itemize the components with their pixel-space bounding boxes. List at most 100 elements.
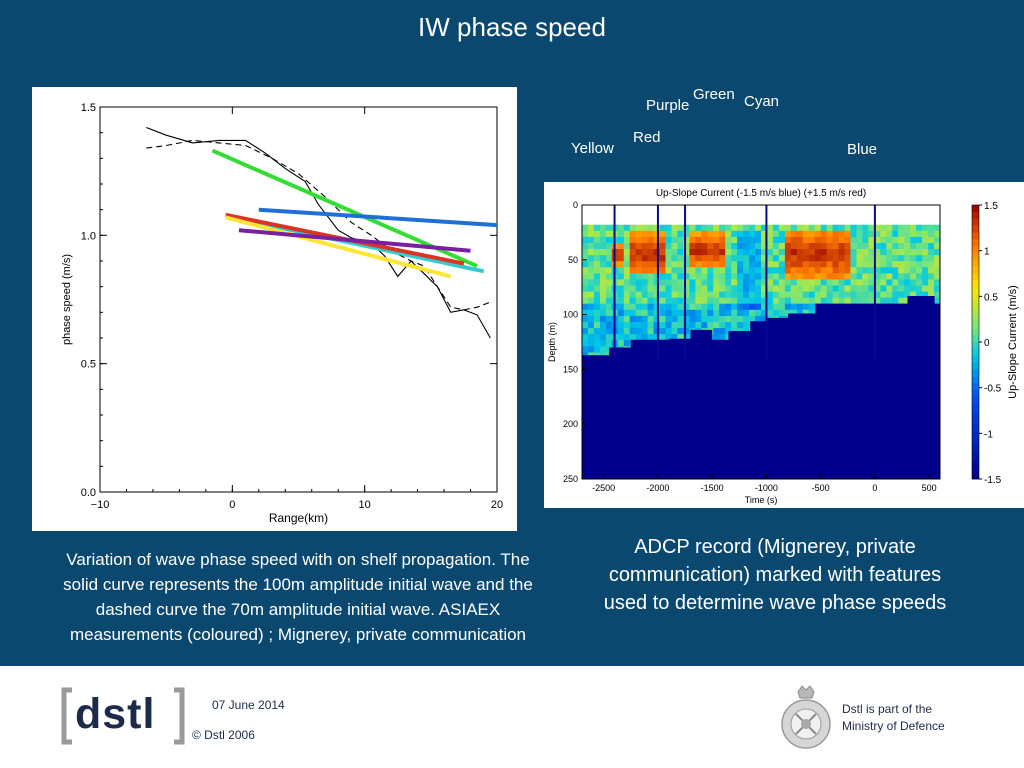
adcp-cell <box>582 334 589 341</box>
adcp-y-axis-label: Depth (m) <box>547 322 557 362</box>
adcp-cell <box>695 291 702 299</box>
adcp-cell <box>808 297 816 305</box>
adcp-cell <box>922 285 929 293</box>
adcp-cell <box>916 224 923 232</box>
adcp-cell <box>910 255 917 262</box>
adcp-x-tick-label: 500 <box>922 483 937 493</box>
adcp-cell <box>778 255 786 262</box>
adcp-cell <box>653 309 661 317</box>
adcp-cell <box>731 322 738 329</box>
adcp-x-tick-label: -1000 <box>755 483 778 493</box>
adcp-cell <box>683 279 690 286</box>
adcp-cell <box>838 243 846 250</box>
adcp-cell <box>731 224 738 232</box>
adcp-cell <box>683 267 690 274</box>
adcp-cell <box>593 291 601 299</box>
adcp-cell <box>880 230 887 238</box>
adcp-cell <box>719 273 726 280</box>
adcp-cell <box>898 261 905 268</box>
adcp-cell <box>617 267 625 274</box>
adcp-cell <box>683 334 690 341</box>
adcp-cell <box>665 273 672 280</box>
adcp-cell <box>713 279 720 286</box>
adcp-cell <box>671 315 678 323</box>
adcp-cell <box>767 297 774 305</box>
adcp-cell <box>761 224 768 232</box>
adcp-cell <box>790 261 798 268</box>
adcp-cell <box>802 261 810 268</box>
adcp-cell <box>767 224 774 232</box>
colorbar-tick-label: 0.5 <box>984 292 998 303</box>
adcp-cell <box>677 279 684 286</box>
right-caption: ADCP record (Mignerey, private communica… <box>603 536 947 614</box>
adcp-cell <box>671 309 678 317</box>
adcp-cell <box>599 334 607 341</box>
adcp-cell <box>755 273 762 280</box>
color-label-red: Red <box>633 129 661 146</box>
slide-title: IW phase speed <box>418 12 606 42</box>
adcp-cell <box>880 224 887 232</box>
adcp-cell <box>647 243 655 250</box>
adcp-cell <box>802 273 810 280</box>
adcp-cell <box>826 236 834 244</box>
adcp-cell <box>784 224 792 232</box>
adcp-cell <box>719 236 726 244</box>
adcp-cell <box>737 261 744 268</box>
adcp-cell <box>796 230 804 238</box>
adcp-cell <box>916 230 923 238</box>
adcp-cell <box>874 285 881 293</box>
adcp-cell <box>713 315 720 323</box>
dstl-logo-brackets <box>61 687 185 745</box>
adcp-cell <box>832 279 840 286</box>
adcp-cell <box>922 224 929 232</box>
adcp-cell <box>671 243 678 250</box>
adcp-cell <box>659 236 667 244</box>
adcp-cell <box>898 236 905 244</box>
adcp-cell <box>838 273 846 280</box>
adcp-cell <box>796 243 804 250</box>
adcp-cell <box>892 236 899 244</box>
adcp-cell <box>623 255 631 262</box>
adcp-cell <box>695 297 702 305</box>
colorbar-cell <box>972 266 979 274</box>
adcp-cell <box>588 309 595 317</box>
adcp-cell <box>737 309 744 317</box>
adcp-cell <box>850 261 857 268</box>
adcp-seabed <box>582 296 940 479</box>
adcp-cell <box>683 328 690 335</box>
adcp-cell <box>665 261 672 268</box>
adcp-cell <box>898 230 905 238</box>
adcp-cell <box>599 267 607 274</box>
adcp-cell <box>671 249 678 256</box>
adcp-cell <box>868 297 875 305</box>
adcp-cell <box>755 297 762 305</box>
adcp-cell <box>701 297 708 305</box>
adcp-cell <box>832 255 840 262</box>
adcp-cell <box>802 279 810 286</box>
adcp-cell <box>588 279 595 286</box>
adcp-cell <box>856 279 863 286</box>
adcp-cell <box>790 279 798 286</box>
adcp-cell <box>832 243 840 250</box>
adcp-cell <box>659 297 667 305</box>
adcp-cell <box>928 273 935 280</box>
colorbar-cell <box>972 348 979 357</box>
adcp-cell <box>683 273 690 280</box>
adcp-cell <box>701 273 708 280</box>
adcp-cell <box>647 291 655 299</box>
colorbar-cell <box>972 205 979 213</box>
adcp-cell <box>790 249 798 256</box>
adcp-cell <box>593 322 601 329</box>
adcp-cell <box>641 267 649 274</box>
adcp-cell <box>605 297 613 305</box>
adcp-cell <box>749 297 756 305</box>
adcp-cell <box>743 285 750 293</box>
adcp-cell <box>623 328 631 335</box>
colorbar-label: Up-Slope Current (m/s) <box>1007 285 1019 399</box>
adcp-cell <box>784 279 792 286</box>
adcp-cell <box>713 328 720 335</box>
adcp-cell <box>737 303 744 311</box>
adcp-cell <box>928 249 935 256</box>
adcp-cell <box>647 297 655 305</box>
adcp-cell <box>659 303 667 311</box>
